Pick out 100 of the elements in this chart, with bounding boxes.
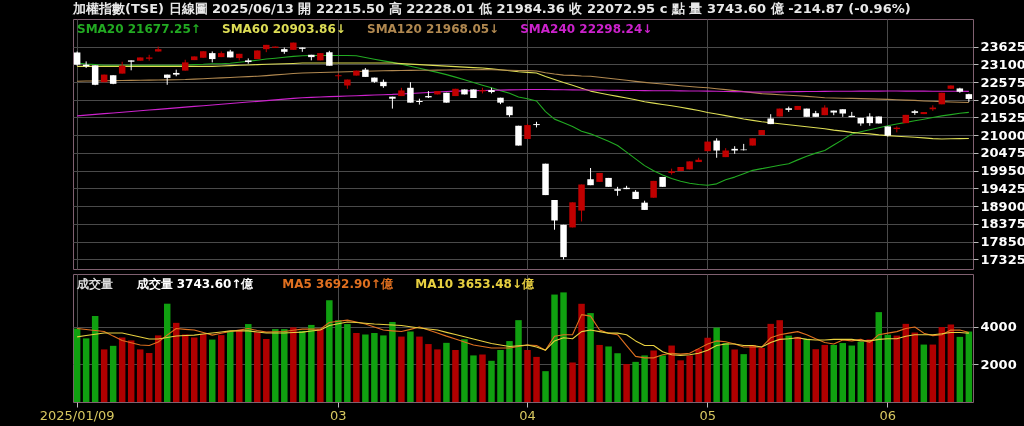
bar (91, 315, 99, 402)
bar (686, 355, 693, 402)
bar (524, 350, 531, 402)
bar (425, 344, 432, 402)
bar (299, 330, 306, 402)
bar (893, 335, 901, 402)
y-tick-label: 18375 (980, 216, 1024, 232)
bar (722, 343, 729, 402)
candlestick (551, 199, 558, 231)
bar (614, 353, 621, 402)
bar (344, 324, 351, 402)
bar (704, 337, 711, 402)
y-tick-label: 22575 (980, 74, 1024, 90)
y-tick-label: 2000 (980, 356, 1017, 372)
bar (163, 303, 171, 402)
chart-title: 加權指數(TSE) 日線圖 2025/06/13 開 22215.50 高 22228.01 低 21984.36 收 22072.95 c 點 量 3743.60 億 -214.87 (-0.96%) (72, 1, 911, 16)
bar (965, 331, 973, 402)
bar (218, 335, 225, 402)
bar (668, 345, 675, 402)
bar (587, 313, 594, 402)
text: MA5 3692.90↑億 (282, 277, 394, 291)
bar (380, 335, 387, 402)
bar (73, 328, 81, 402)
bar (506, 341, 513, 402)
bar (434, 349, 441, 402)
y-tick-label: 21525 (980, 109, 1024, 125)
bar (911, 332, 919, 402)
text: MA10 3653.48↓億 (415, 277, 536, 291)
text: SMA240 22298.24↓ (520, 22, 653, 36)
bar (181, 334, 189, 402)
bar (497, 350, 504, 402)
x-tick-label: 06 (879, 407, 897, 423)
y-tick-label: 23625 (980, 39, 1024, 55)
bar (227, 330, 234, 402)
bar (335, 320, 342, 402)
bar (803, 338, 810, 402)
bar (821, 344, 828, 402)
bar (488, 360, 495, 402)
bar (830, 344, 837, 402)
bar (281, 329, 288, 402)
bar (127, 340, 135, 402)
bar (254, 332, 261, 402)
bar (920, 344, 928, 402)
bar (533, 356, 540, 402)
bar (82, 338, 90, 402)
bar (623, 364, 630, 402)
x-tick-label: 05 (699, 407, 716, 423)
bar (551, 294, 558, 402)
x-tick-label: 03 (330, 407, 347, 423)
bar (776, 320, 783, 402)
bar (884, 334, 892, 402)
bar (371, 333, 378, 402)
bar (857, 341, 865, 402)
bar (713, 327, 720, 402)
bar (785, 335, 792, 402)
bar (677, 360, 684, 402)
bar (452, 350, 459, 402)
bar (632, 361, 639, 402)
bar (109, 345, 117, 402)
bar (308, 324, 315, 402)
bar (272, 329, 279, 402)
bar (767, 323, 774, 402)
text: SMA60 20903.86↓ (222, 22, 346, 36)
x-tick-label: 04 (519, 407, 536, 423)
line-series (76, 314, 970, 359)
bar (929, 344, 937, 402)
line-series (76, 69, 970, 104)
bar (695, 348, 702, 402)
bar (290, 327, 297, 402)
bar (596, 344, 603, 402)
bar (443, 342, 450, 402)
bar (875, 312, 883, 402)
bar (236, 330, 243, 402)
line-series (76, 321, 970, 356)
bar (145, 352, 153, 402)
bar (839, 343, 846, 402)
bar (398, 336, 405, 402)
bar (461, 339, 468, 402)
bar (650, 350, 657, 402)
text: 成交量 3743.60↑億 (135, 277, 255, 291)
bar (578, 303, 585, 402)
text: SMA20 21677.25↑ (77, 22, 201, 36)
bar (479, 354, 486, 402)
x-tick-label: 2025/01/09 (39, 407, 115, 423)
bar (560, 292, 567, 402)
y-tick-label: 20475 (980, 145, 1024, 161)
text: SMA120 21968.05↓ (367, 22, 500, 36)
y-tick-label: 4000 (980, 319, 1017, 335)
bar (245, 324, 252, 402)
bar (100, 349, 108, 402)
bar (956, 336, 964, 402)
bar (542, 371, 549, 402)
bar (605, 346, 612, 402)
y-tick-label: 17325 (980, 251, 1024, 267)
bar (659, 355, 666, 402)
bar (794, 336, 801, 402)
bar (740, 354, 747, 402)
y-tick-label: 19425 (980, 180, 1024, 196)
candlestick (713, 137, 720, 159)
bar (209, 339, 216, 402)
